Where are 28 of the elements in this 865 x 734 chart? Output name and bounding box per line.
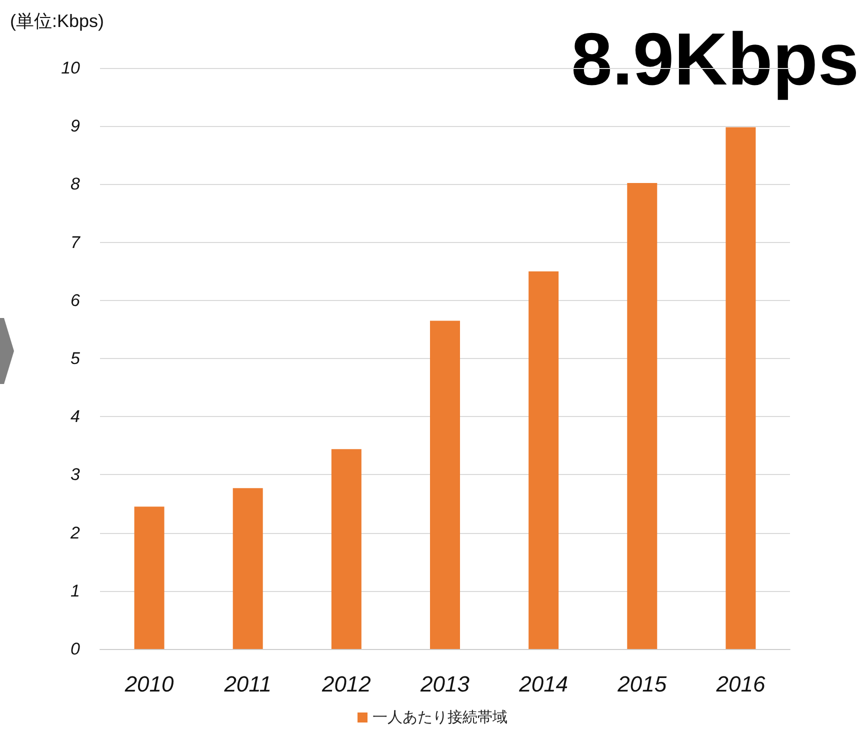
- bar: [726, 127, 756, 649]
- y-tick-label: 7: [70, 232, 81, 252]
- x-tick-label: 2016: [715, 672, 766, 696]
- bar: [430, 320, 460, 649]
- bar: [134, 506, 164, 649]
- y-tick-label: 8: [70, 174, 81, 194]
- bar: [627, 183, 658, 649]
- y-tick-label: 9: [70, 116, 81, 136]
- bar: [232, 488, 263, 649]
- annotation: 8.9Kbps: [571, 18, 860, 100]
- y-tick-label: 0: [70, 640, 81, 658]
- legend-label: 一人あたり接続帯域: [372, 709, 508, 726]
- x-tick-label: 2011: [223, 672, 272, 696]
- x-tick-label: 2010: [124, 672, 175, 696]
- y-tick-label: 1: [70, 581, 80, 600]
- bar: [528, 271, 559, 649]
- y-axis-title: (単位:Kbps): [10, 11, 104, 31]
- y-tick-label: 3: [70, 465, 81, 484]
- y-tick-label: 2: [70, 523, 81, 542]
- y-tick-label: 4: [70, 407, 80, 426]
- x-tick-label: 2013: [420, 672, 470, 696]
- x-tick-label: 2012: [320, 672, 371, 696]
- y-tick-label: 10: [61, 58, 81, 78]
- y-tick-label: 5: [70, 349, 81, 368]
- y-tick-label: 6: [70, 290, 81, 310]
- x-tick-label: 2015: [616, 672, 668, 696]
- x-tick-label: 2014: [518, 672, 568, 696]
- bar: [331, 449, 362, 649]
